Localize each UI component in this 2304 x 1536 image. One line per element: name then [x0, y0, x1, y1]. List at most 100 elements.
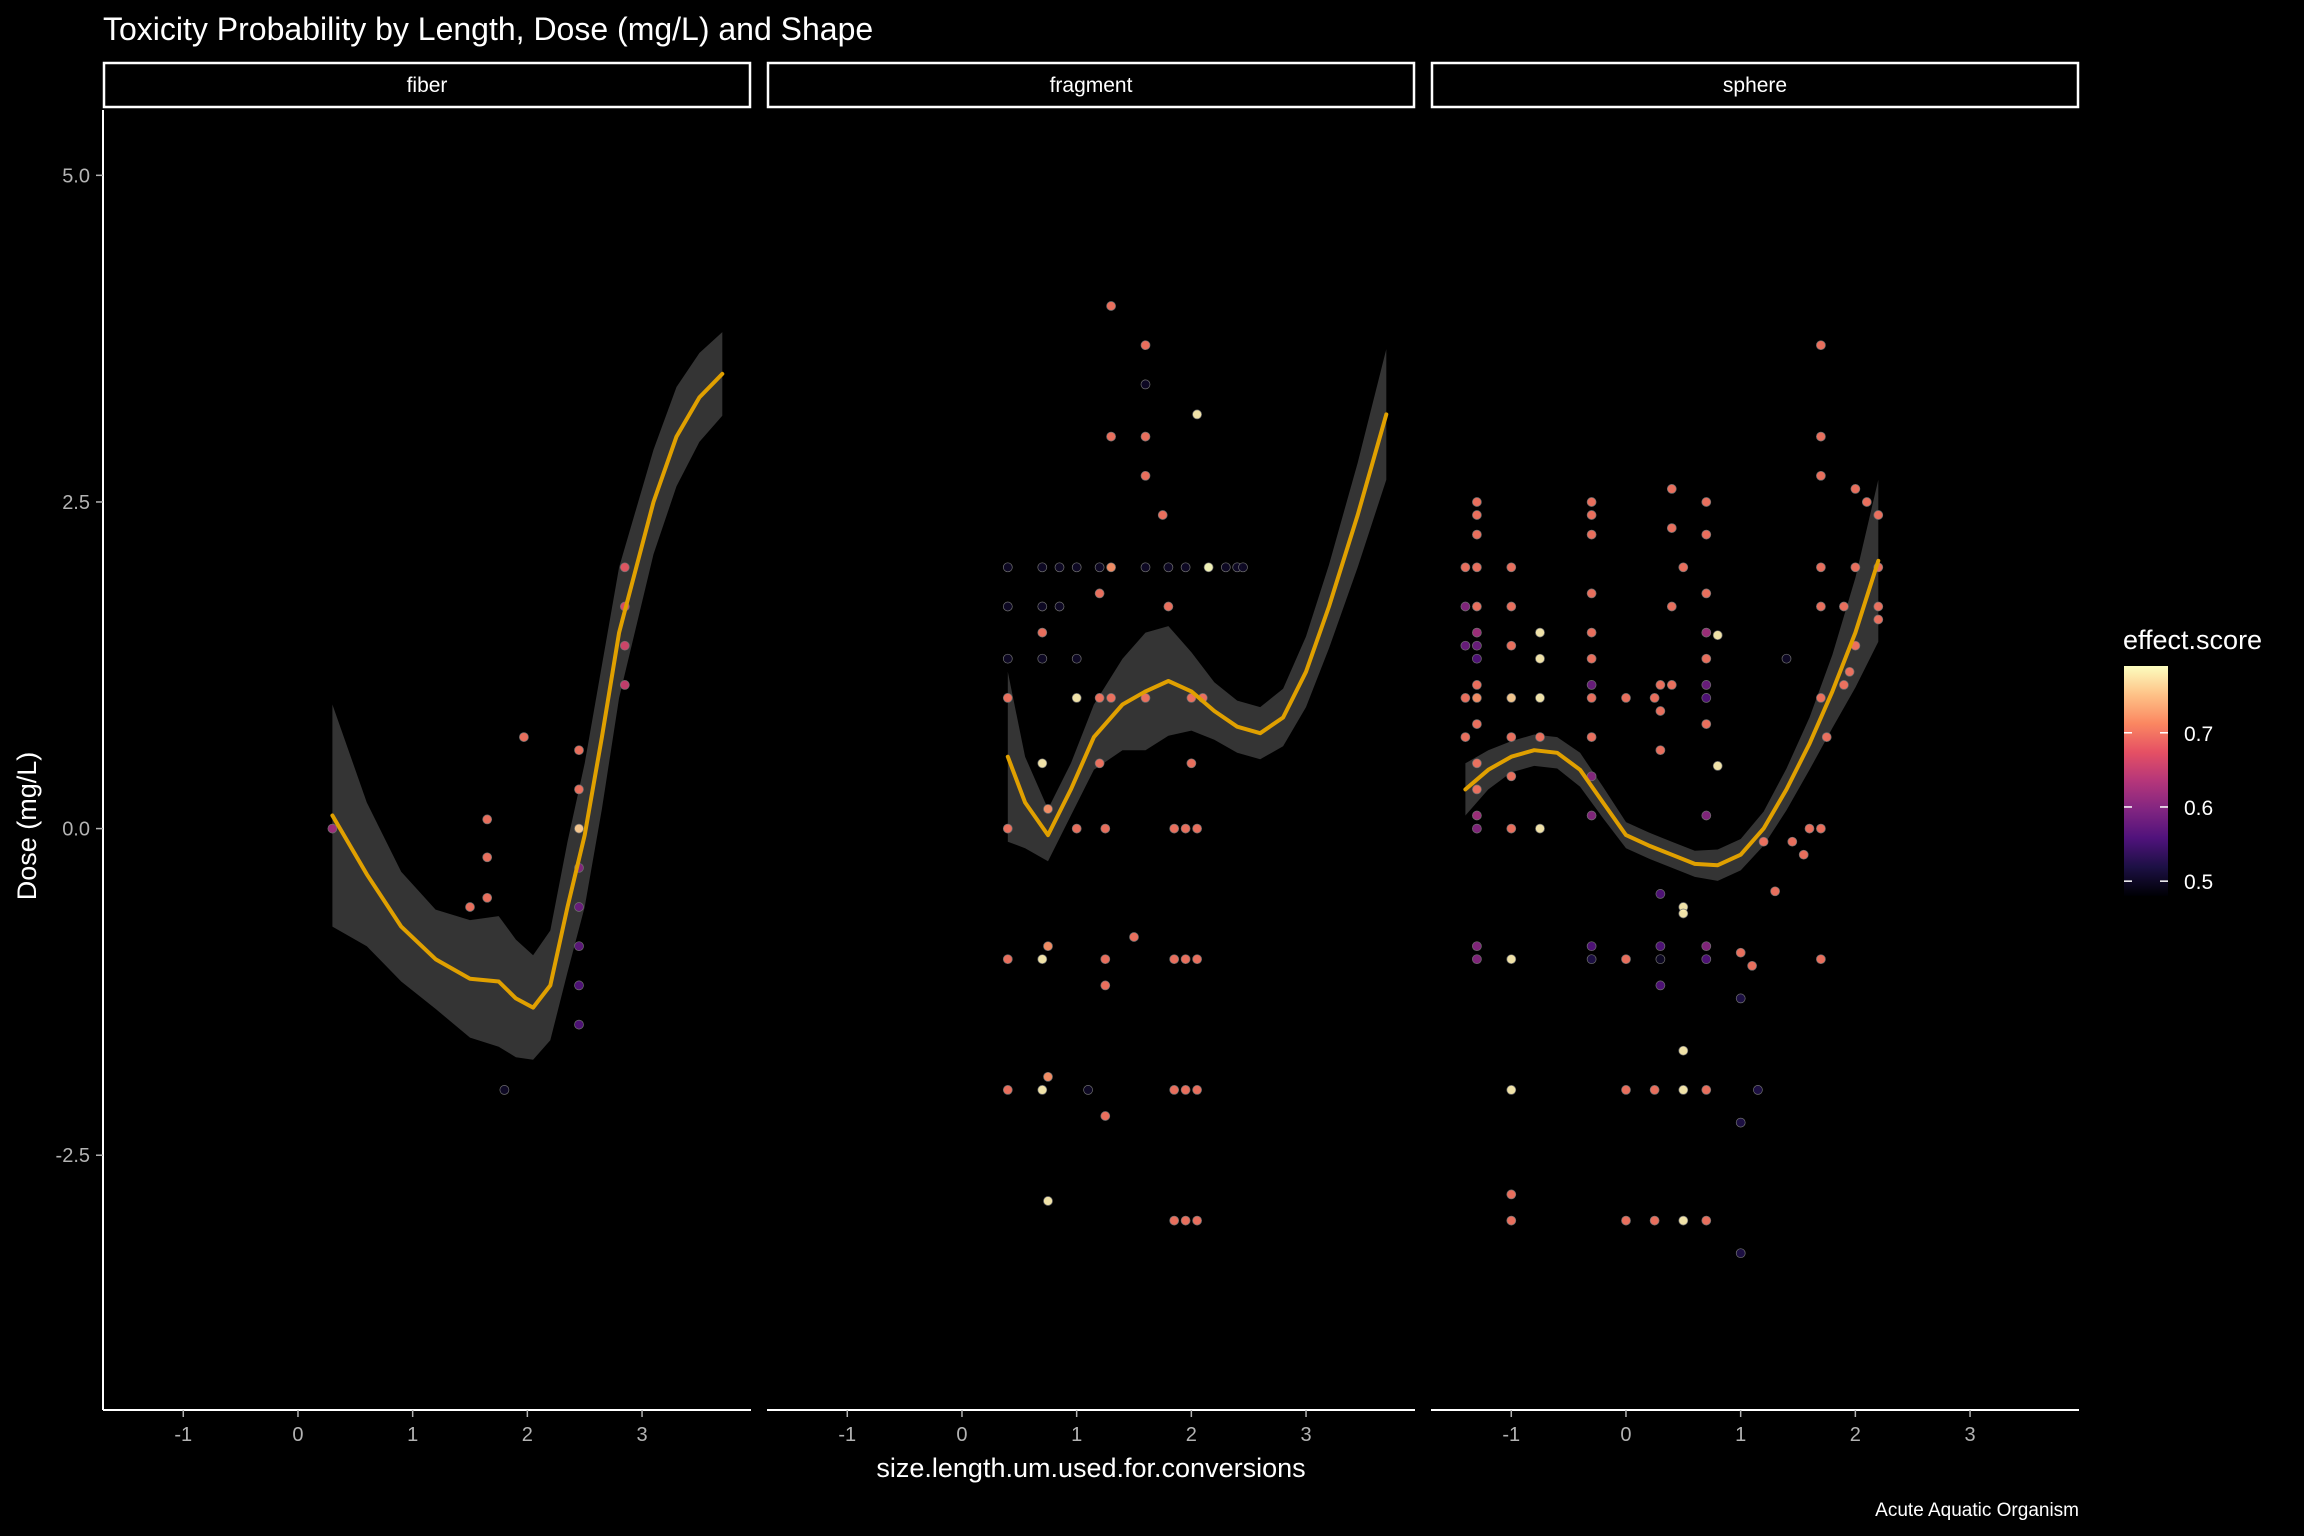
facet-panel-fiber: fiber -1 0 1 2 3	[102, 61, 752, 1446]
data-point	[1666, 680, 1677, 690]
data-point	[1586, 693, 1597, 703]
data-point	[1157, 510, 1168, 520]
data-point	[619, 640, 630, 651]
data-point	[482, 852, 493, 863]
x-tick-label: 1	[407, 1424, 418, 1446]
data-point	[1472, 784, 1482, 795]
data-point	[1873, 510, 1884, 520]
legend-tick-label: 0.6	[2184, 797, 2213, 820]
data-point	[1002, 823, 1013, 834]
data-point	[1586, 627, 1597, 638]
data-point	[1735, 993, 1746, 1004]
data-point	[1002, 1085, 1013, 1095]
data-point	[1106, 562, 1116, 573]
data-point	[1655, 745, 1666, 756]
data-point	[1586, 529, 1597, 540]
data-point	[1180, 1215, 1191, 1226]
data-point	[1506, 732, 1517, 742]
x-tick-label: 0	[1620, 1424, 1631, 1446]
data-point	[574, 823, 584, 834]
data-point	[1621, 693, 1631, 703]
data-point	[1821, 732, 1832, 742]
x-tick-label: 2	[1850, 1424, 1861, 1446]
data-point	[1100, 980, 1111, 991]
data-point	[1506, 693, 1517, 703]
data-point	[1472, 758, 1482, 769]
data-point	[1701, 719, 1712, 729]
data-point	[1816, 562, 1826, 573]
data-point	[1816, 954, 1826, 965]
data-point	[1678, 1045, 1689, 1056]
data-point	[1506, 823, 1517, 834]
x-tick-label: -1	[174, 1424, 192, 1446]
data-point	[1701, 529, 1712, 540]
data-point	[1506, 1215, 1517, 1226]
data-point	[1655, 680, 1666, 690]
data-point	[1621, 954, 1631, 965]
data-point	[1839, 601, 1849, 612]
x-tick-label: -1	[1502, 1424, 1520, 1446]
data-point	[1037, 954, 1048, 965]
data-point	[1129, 932, 1139, 942]
data-point	[1472, 601, 1482, 612]
data-point	[1787, 836, 1798, 847]
data-point	[1678, 1085, 1689, 1095]
trend-line	[1463, 558, 1881, 868]
data-point	[1169, 823, 1180, 834]
data-point	[1798, 849, 1809, 860]
data-point	[1140, 431, 1151, 442]
data-point	[1071, 823, 1082, 834]
data-point	[1735, 1117, 1746, 1128]
data-point	[1472, 719, 1482, 729]
data-point	[1506, 601, 1517, 612]
data-point	[1678, 562, 1689, 573]
y-axis: -2.5 0.0 2.5 5.0	[56, 110, 104, 1410]
data-point	[1666, 484, 1677, 494]
data-point	[1666, 523, 1677, 533]
data-point	[574, 941, 584, 952]
trend-line	[330, 371, 725, 1010]
data-point	[1186, 758, 1197, 769]
data-point	[1472, 680, 1482, 690]
data-point	[1816, 601, 1826, 612]
chart-caption: Acute Aquatic Organism	[1875, 1500, 2079, 1521]
data-point	[1506, 562, 1517, 573]
facet-strip-label: fiber	[407, 74, 448, 97]
data-point	[1100, 823, 1111, 834]
data-point	[1106, 693, 1116, 703]
data-point	[1460, 732, 1471, 742]
color-legend: effect.score 0.5 0.6 0.7	[2123, 625, 2262, 896]
data-point	[1758, 836, 1769, 847]
data-point	[1586, 954, 1597, 965]
data-point	[1506, 1085, 1517, 1095]
data-point	[1649, 1215, 1660, 1226]
data-point	[1861, 497, 1872, 507]
data-point	[1535, 732, 1545, 742]
data-point	[1666, 601, 1677, 612]
data-point	[1816, 470, 1826, 481]
data-point	[1701, 1085, 1712, 1095]
data-point	[1701, 810, 1712, 821]
data-point	[1094, 693, 1105, 703]
data-point	[1460, 640, 1471, 651]
data-point	[1753, 1085, 1763, 1095]
data-point	[1472, 810, 1482, 821]
data-point	[1701, 653, 1712, 664]
data-point	[1238, 562, 1248, 573]
data-point	[1203, 562, 1214, 573]
data-point	[482, 892, 493, 903]
data-point	[1460, 693, 1471, 703]
data-point	[1586, 588, 1597, 599]
data-point	[1678, 908, 1689, 919]
data-point	[574, 784, 584, 795]
data-point	[1472, 510, 1482, 520]
data-point	[574, 1019, 584, 1030]
data-point	[1655, 941, 1666, 952]
data-point	[1586, 497, 1597, 507]
data-point	[1506, 640, 1517, 651]
data-point	[1701, 693, 1712, 703]
data-point	[1586, 510, 1597, 520]
confidence-ribbon	[1007, 349, 1387, 862]
